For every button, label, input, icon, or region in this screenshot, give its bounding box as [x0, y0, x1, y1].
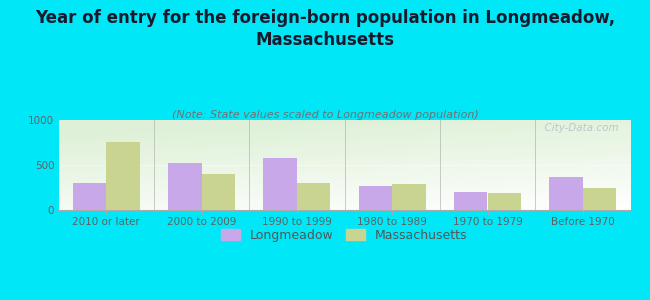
Bar [168, 163, 202, 210]
Bar [454, 193, 488, 210]
Bar [583, 188, 616, 210]
Text: Year of entry for the foreign-born population in Longmeadow,
Massachusetts: Year of entry for the foreign-born popul… [35, 9, 615, 49]
Bar [488, 193, 521, 210]
Bar [549, 177, 583, 210]
Bar [359, 186, 392, 210]
Bar [202, 174, 235, 210]
Legend: Longmeadow, Massachusetts: Longmeadow, Massachusetts [216, 224, 473, 247]
Text: City-Data.com: City-Data.com [538, 123, 619, 133]
Text: (Note: State values scaled to Longmeadow population): (Note: State values scaled to Longmeadow… [172, 110, 478, 119]
Bar [73, 183, 106, 210]
Bar [392, 184, 426, 210]
Bar [297, 183, 330, 210]
Bar [106, 142, 140, 210]
Bar [263, 158, 297, 210]
